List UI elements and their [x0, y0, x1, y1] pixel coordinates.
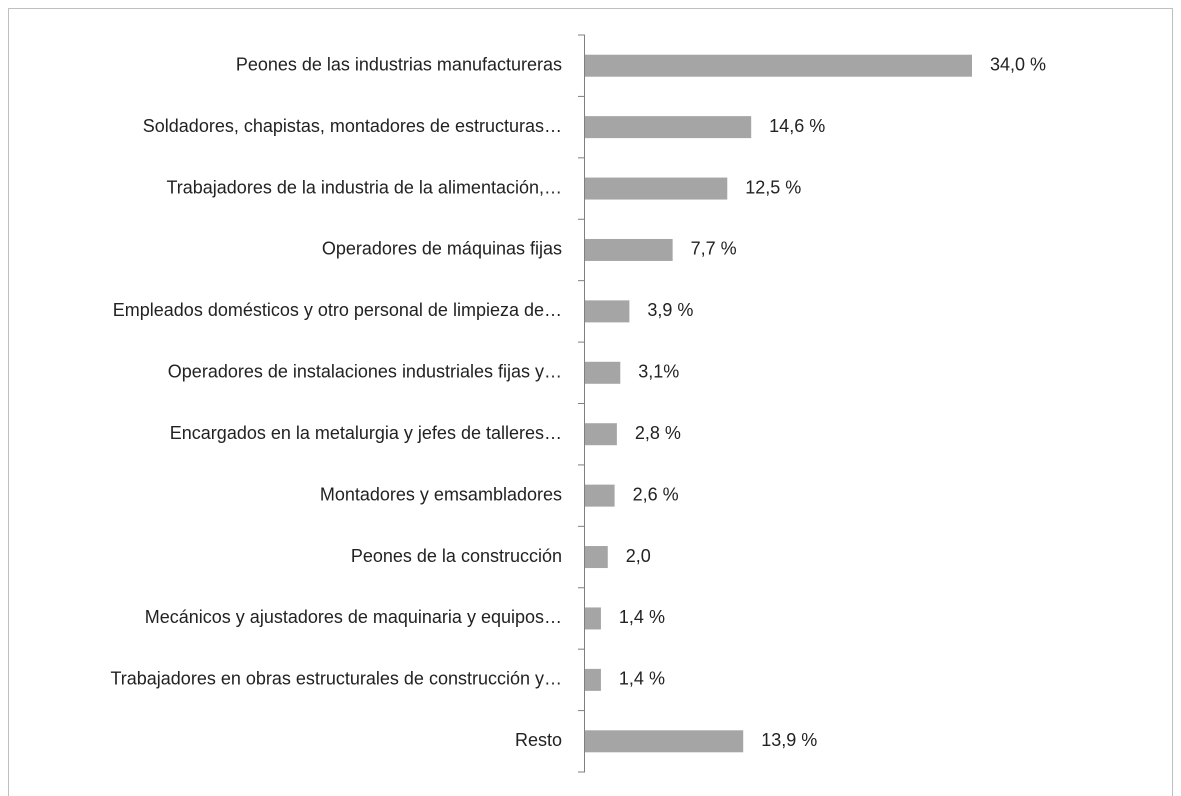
category-label: Trabajadores de la industria de la alime…: [166, 177, 562, 197]
value-label: 34,0 %: [990, 54, 1046, 74]
value-label: 12,5 %: [745, 177, 801, 197]
category-label: Resto: [515, 730, 562, 750]
value-label: 13,9 %: [761, 730, 817, 750]
value-label: 3,1%: [638, 362, 679, 382]
category-label: Empleados domésticos y otro personal de …: [113, 300, 562, 320]
value-label: 1,4 %: [619, 669, 665, 689]
value-label: 2,8 %: [635, 423, 681, 443]
bar: [585, 484, 615, 507]
bar: [585, 54, 972, 77]
chart-frame: [8, 8, 1173, 796]
bar: [585, 116, 752, 139]
bar: [585, 730, 744, 753]
category-label: Mecánicos y ajustadores de maquinaria y …: [145, 607, 562, 627]
category-label: Trabajadores en obras estructurales de c…: [110, 669, 562, 689]
category-label: Montadores y emsambladores: [320, 484, 562, 504]
category-label: Operadores de instalaciones industriales…: [168, 362, 562, 382]
bar: [585, 238, 673, 261]
bar: [585, 300, 630, 323]
bar: [585, 668, 601, 691]
category-label: Encargados en la metalurgia y jefes de t…: [170, 423, 562, 443]
category-label: Peones de la construcción: [351, 546, 562, 566]
value-label: 2,0: [626, 546, 651, 566]
category-label: Operadores de máquinas fijas: [322, 239, 562, 259]
bar: [585, 361, 621, 384]
value-label: 1,4 %: [619, 607, 665, 627]
category-label: Peones de las industrias manufactureras: [236, 54, 562, 74]
bar: [585, 607, 601, 630]
category-label: Soldadores, chapistas, montadores de est…: [143, 116, 562, 136]
value-label: 7,7 %: [691, 239, 737, 259]
value-label: 2,6 %: [633, 484, 679, 504]
bar: [585, 177, 728, 200]
value-label: 3,9 %: [647, 300, 693, 320]
bar: [585, 423, 617, 446]
value-label: 14,6 %: [769, 116, 825, 136]
bar: [585, 546, 608, 569]
